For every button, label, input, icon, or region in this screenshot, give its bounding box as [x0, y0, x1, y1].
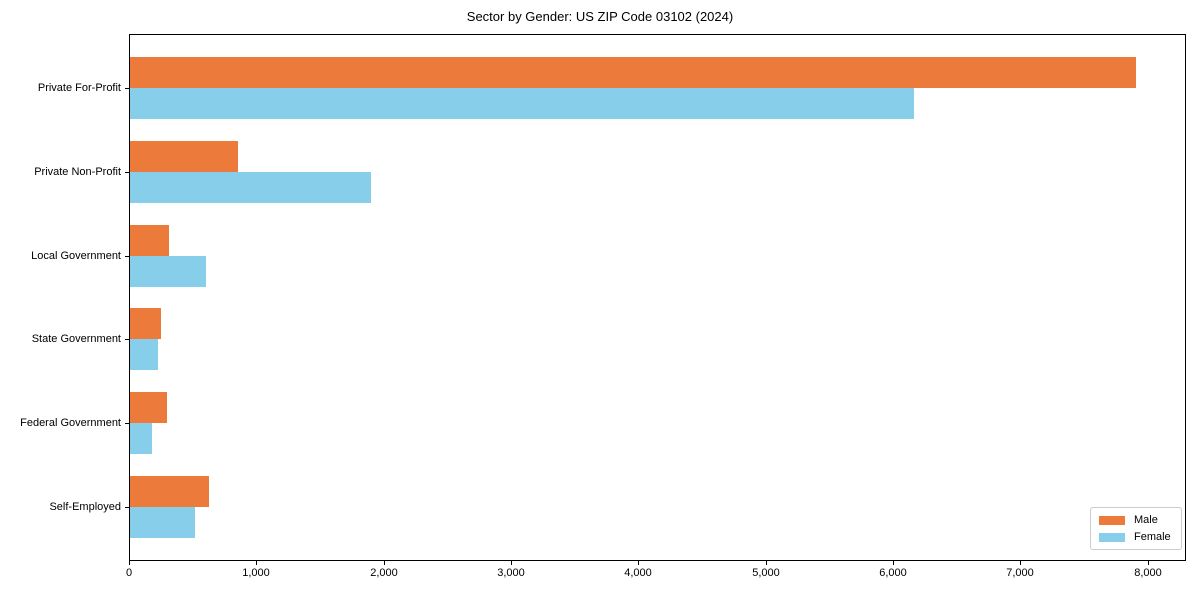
x-tick-label: 1,000: [242, 567, 270, 579]
male-bar-local-government: [130, 224, 169, 256]
x-tick-label: 4,000: [624, 567, 652, 579]
y-tick: [125, 172, 129, 173]
y-tick-label-federal-government: Federal Government: [20, 417, 121, 429]
y-tick-label-self-employed: Self-Employed: [49, 501, 121, 513]
y-tick: [125, 88, 129, 89]
x-tick: [893, 561, 894, 565]
legend-label-male: Male: [1134, 514, 1158, 526]
male-bar-self-employed: [130, 476, 209, 507]
x-tick-label: 3,000: [497, 567, 525, 579]
x-tick: [256, 561, 257, 565]
male-bar-state-government: [130, 308, 161, 340]
x-tick-label: 0: [125, 567, 133, 579]
y-tick: [125, 256, 129, 257]
male-bar-private-non-profit: [130, 140, 238, 172]
male-bar-private-for-profit: [130, 57, 1136, 88]
female-color-swatch: [1099, 532, 1125, 542]
y-tick: [125, 423, 129, 424]
male-color-swatch: [1099, 515, 1125, 525]
x-tick-label: 7,000: [1006, 567, 1034, 579]
x-tick-label: 5,000: [752, 567, 780, 579]
legend-item-male: Male: [1099, 514, 1173, 526]
male-bar-federal-government: [130, 392, 167, 424]
x-tick: [1148, 561, 1149, 565]
y-tick-label-private-non-profit: Private Non-Profit: [34, 166, 121, 178]
x-tick-label: 8,000: [1134, 567, 1162, 579]
chart-title: Sector by Gender: US ZIP Code 03102 (202…: [466, 9, 734, 24]
x-tick-label: 2,000: [370, 567, 398, 579]
x-tick: [129, 561, 130, 565]
y-tick: [125, 339, 129, 340]
y-tick-label-local-government: Local Government: [31, 250, 121, 262]
x-tick: [384, 561, 385, 565]
female-bar-self-employed: [130, 507, 195, 538]
y-tick-label-state-government: State Government: [31, 333, 121, 345]
female-bar-private-for-profit: [130, 88, 914, 119]
x-tick-label: 6,000: [879, 567, 907, 579]
x-tick: [766, 561, 767, 565]
x-tick: [1020, 561, 1021, 565]
female-bar-local-government: [130, 255, 206, 287]
y-tick: [125, 507, 129, 508]
plot-area: [129, 34, 1186, 561]
y-tick-label-private-for-profit: Private For-Profit: [37, 82, 121, 94]
female-bar-state-government: [130, 339, 158, 371]
legend: Male Female: [1090, 507, 1182, 550]
legend-item-female: Female: [1099, 531, 1173, 543]
x-tick: [511, 561, 512, 565]
x-tick: [638, 561, 639, 565]
female-bar-federal-government: [130, 423, 152, 455]
legend-label-female: Female: [1134, 531, 1171, 543]
female-bar-private-non-profit: [130, 171, 371, 203]
